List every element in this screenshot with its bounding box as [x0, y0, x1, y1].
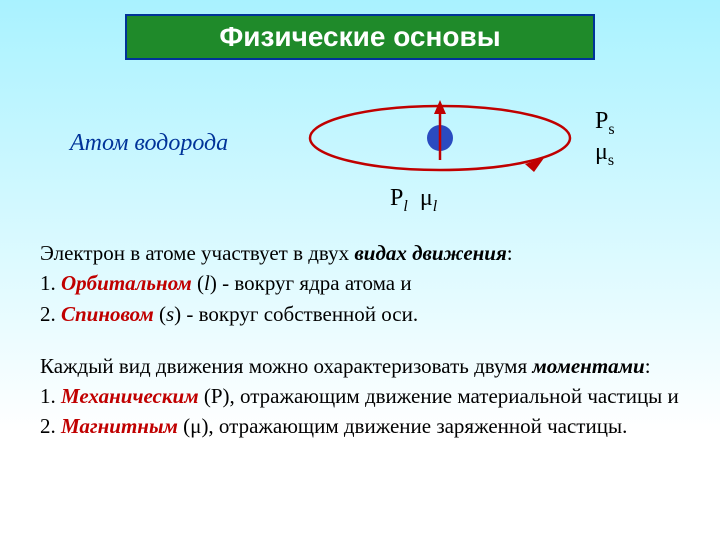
spin-P-sub: s: [608, 121, 614, 138]
orbit-label: Pl μl: [390, 185, 437, 216]
para-1: Электрон в атоме участвует в двух видах …: [40, 240, 680, 266]
title-text: Физические основы: [219, 21, 500, 53]
slide: Физические основы Атом водорода Ps μs Pl…: [0, 0, 720, 540]
subtitle: Атом водорода: [70, 130, 228, 157]
para-5: 1. Механическим (P), отражающим движение…: [40, 383, 680, 409]
para-2: 1. Орбитальном (l) - вокруг ядра атома и: [40, 270, 680, 296]
orbit-mu-sub: l: [433, 198, 437, 215]
para-6: 2. Магнитным (μ), отражающим движение за…: [40, 413, 680, 439]
title-box: Физические основы: [125, 14, 595, 60]
orbit-mu: μ: [420, 185, 433, 211]
spin-mu-sub: s: [608, 152, 614, 169]
orbit-P: P: [390, 185, 403, 211]
para-3: 2. Спиновом (s) - вокруг собственной оси…: [40, 301, 680, 327]
atom-diagram: [300, 88, 580, 208]
orbit-P-sub: l: [403, 198, 407, 215]
spin-label: Ps μs: [595, 108, 615, 170]
spin-mu: μ: [595, 139, 608, 165]
para-4: Каждый вид движения можно охарактеризова…: [40, 353, 680, 379]
body-text: Электрон в атоме участвует в двух видах …: [40, 240, 680, 444]
spin-P: P: [595, 108, 608, 134]
